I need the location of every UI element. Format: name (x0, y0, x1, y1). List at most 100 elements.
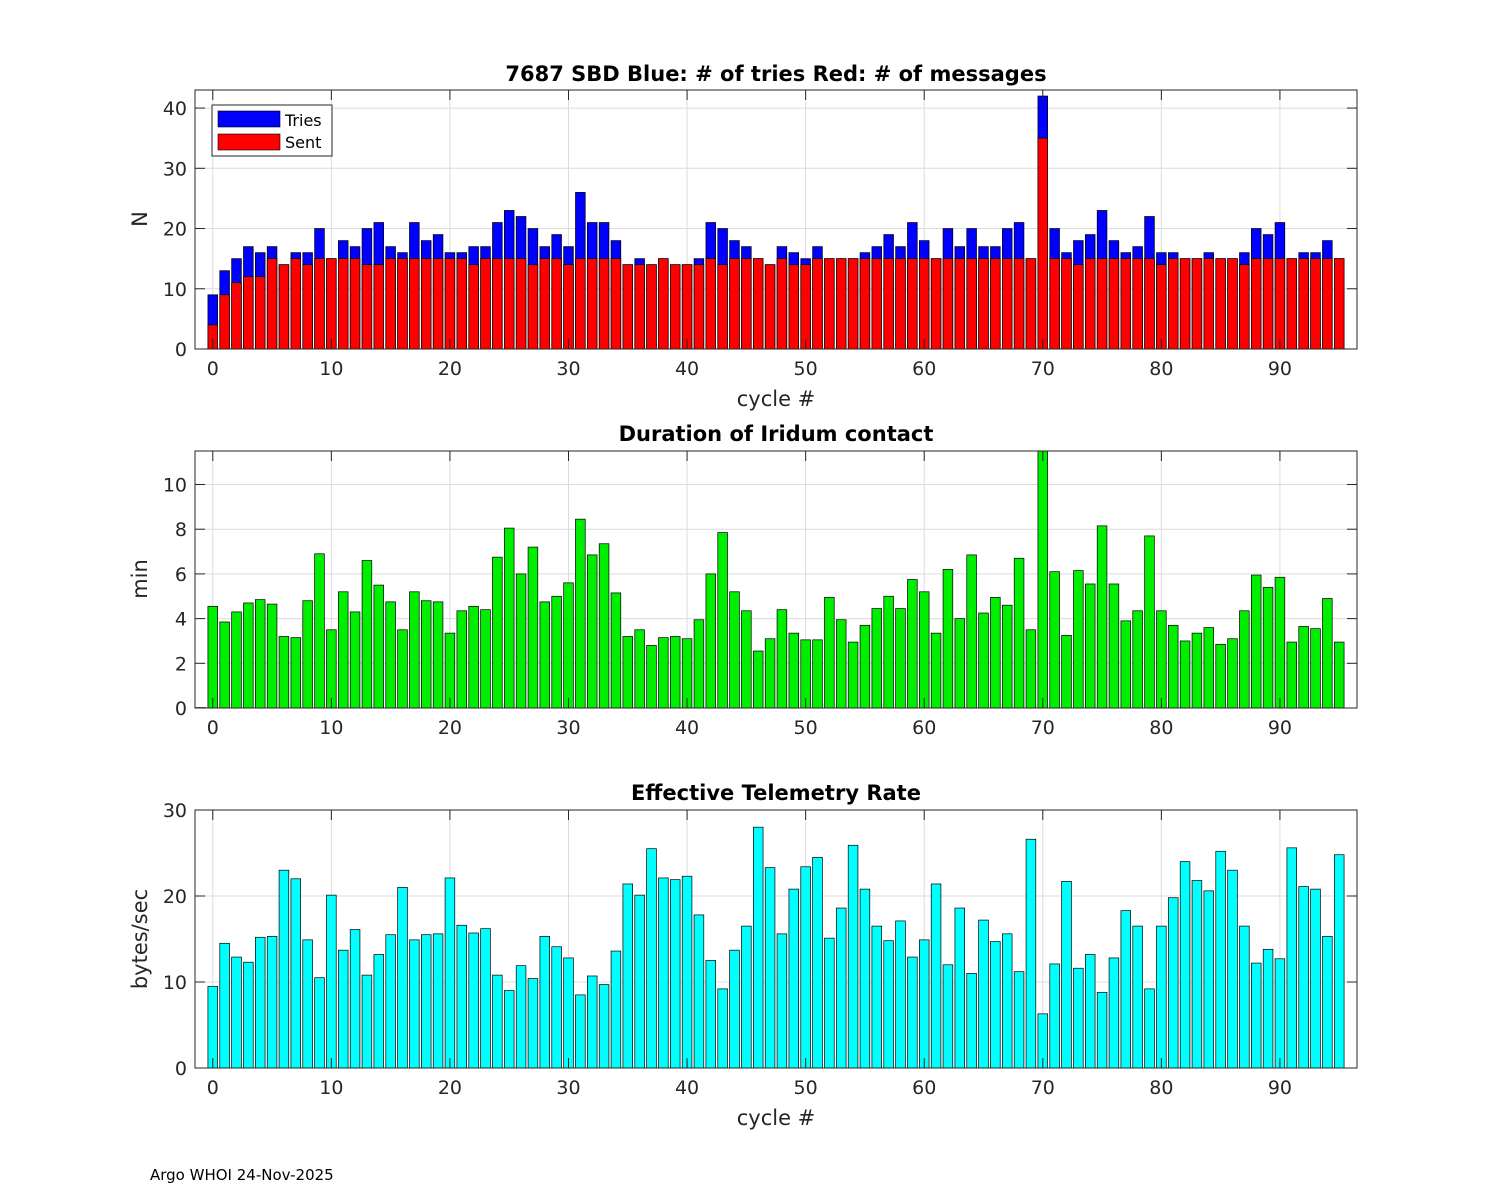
rate-bar (539, 936, 550, 1069)
duration-bar (954, 618, 965, 709)
duration-bar (598, 543, 610, 709)
rate-bar (1061, 881, 1072, 1069)
sent-bar (978, 258, 989, 350)
x-tick-label: 40 (675, 717, 699, 739)
duration-bar (753, 650, 764, 709)
chart-title: 7687 SBD Blue: # of tries Red: # of mess… (505, 62, 1046, 86)
duration-bar (1061, 635, 1072, 709)
legend-label-sent: Sent (285, 133, 321, 152)
y-tick-label: 6 (175, 564, 187, 586)
x-tick-label: 40 (675, 358, 699, 380)
duration-bar (1179, 640, 1191, 709)
duration-bar (1037, 450, 1048, 709)
sent-bar (539, 258, 550, 350)
rate-bar (895, 920, 906, 1069)
rate-bar (444, 877, 456, 1069)
duration-bar (231, 611, 242, 709)
rate-bar (231, 956, 242, 1069)
sent-bar (847, 258, 859, 350)
duration-bar (326, 629, 337, 709)
duration-bar (421, 600, 432, 709)
rate-bar (919, 939, 930, 1069)
rate-bar (1085, 954, 1096, 1069)
axes-box (194, 809, 1358, 1069)
duration-bar (1132, 610, 1143, 709)
legend-label-tries: Tries (284, 111, 322, 130)
rate-bar (1156, 925, 1167, 1069)
sent-bar (432, 258, 444, 350)
sent-bar (468, 264, 479, 350)
rate-bar (1334, 854, 1345, 1069)
sent-bar (409, 258, 420, 350)
sent-bar (266, 258, 278, 350)
duration-bar (883, 595, 894, 709)
duration-bar (610, 592, 622, 709)
sent-bar (966, 258, 977, 350)
x-axis-label: cycle # (737, 387, 816, 411)
duration-bar (1203, 627, 1214, 709)
duration-bar (930, 632, 942, 709)
panel-tries-sent: 7687 SBD Blue: # of tries Red: # of mess… (128, 62, 1358, 411)
duration-bar (942, 569, 954, 709)
rate-bar (207, 985, 218, 1069)
rate-bar (1262, 948, 1274, 1069)
sent-bar (907, 258, 918, 350)
duration-bar (1215, 643, 1226, 709)
x-tick-label: 20 (438, 358, 462, 380)
duration-bar (563, 582, 574, 709)
duration-bar (456, 610, 467, 709)
duration-bar (658, 637, 669, 709)
sent-bar (1286, 258, 1297, 350)
sent-bar (219, 294, 230, 350)
rate-bar (1049, 963, 1060, 1069)
sent-bar (930, 258, 942, 350)
sent-bar (338, 258, 349, 350)
x-ticks: 0 10 20 30 40 50 60 70 80 90 (207, 90, 1292, 380)
x-tick-label: 60 (912, 358, 936, 380)
sent-bar (1322, 258, 1333, 350)
y-axis-label: N (128, 211, 152, 227)
y-tick-label: 10 (163, 972, 187, 994)
sent-bar (1132, 258, 1143, 350)
sent-bar (1025, 258, 1037, 350)
y-tick-label: 30 (163, 800, 187, 822)
sent-bar (421, 258, 432, 350)
duration-bar (219, 621, 230, 709)
rate-bar (741, 925, 752, 1069)
sent-bar (255, 276, 266, 350)
duration-bar (539, 601, 550, 709)
x-tick-label: 30 (556, 358, 580, 380)
sent-bar (681, 264, 693, 350)
rate-bar (634, 894, 645, 1069)
panel-duration: Duration of Iridum contact 0 10 20 30 40 50 60… (128, 422, 1358, 739)
sent-bar (231, 282, 242, 350)
duration-bar (1251, 574, 1262, 709)
sent-bar (1227, 258, 1238, 350)
sent-bar (1298, 258, 1309, 350)
panel-telemetry-rate: Effective Telemetry Rate 0 10 20 30 40 50 60 70… (128, 781, 1358, 1130)
duration-bar (776, 609, 788, 709)
rate-bar (788, 888, 799, 1069)
sent-bar (278, 264, 290, 350)
rate-bar (966, 973, 977, 1069)
rate-bar (1227, 869, 1238, 1069)
sent-bar (575, 258, 586, 350)
duration-bar (693, 619, 705, 709)
sent-bar (587, 258, 598, 350)
y-ticks: 0 10 20 30 (163, 800, 1357, 1080)
y-tick-label: 20 (163, 886, 187, 908)
x-tick-label: 80 (1149, 717, 1173, 739)
duration-bar (919, 591, 930, 709)
rate-bar (1286, 847, 1297, 1069)
sent-bar (1013, 258, 1025, 350)
x-tick-label: 10 (319, 358, 343, 380)
rate-bar (907, 956, 918, 1069)
duration-bar (492, 556, 503, 709)
duration-bar (1310, 628, 1321, 709)
axes-box (194, 89, 1358, 350)
y-ticks: 0 2 4 6 8 10 (163, 475, 1357, 720)
duration-bar (812, 639, 823, 709)
y-ticks: 0 10 20 30 40 (163, 98, 1357, 361)
rate-bar (421, 934, 432, 1069)
rate-bar (361, 974, 373, 1069)
